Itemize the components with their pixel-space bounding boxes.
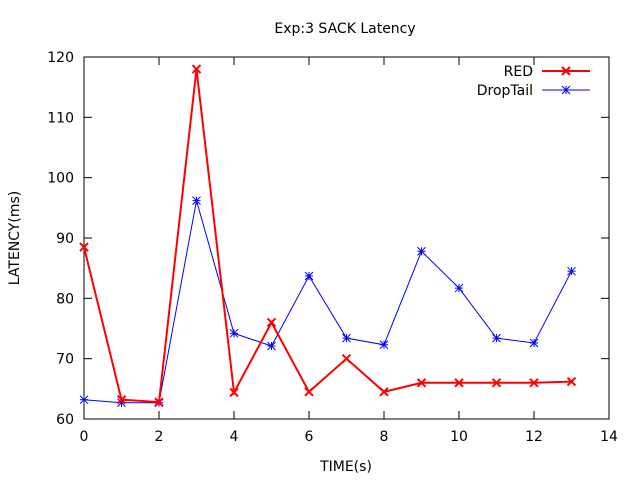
x-tick-label: 10 bbox=[450, 429, 468, 445]
y-axis-label: LATENCY(ms) bbox=[7, 191, 23, 285]
series-line-red bbox=[83, 68, 572, 404]
legend-marker-red bbox=[561, 66, 571, 76]
data-point-red bbox=[416, 378, 427, 388]
data-point-red bbox=[154, 397, 164, 407]
x-axis-label: TIME(s) bbox=[319, 459, 372, 475]
data-point-droptail bbox=[454, 283, 464, 293]
data-point-red bbox=[116, 394, 127, 405]
x-tick-label: 14 bbox=[600, 429, 618, 445]
y-tick-label: 90 bbox=[56, 231, 74, 247]
data-point-droptail bbox=[417, 246, 426, 256]
legend: RED DropTail bbox=[477, 64, 590, 99]
data-point-droptail bbox=[379, 340, 389, 350]
series-layer bbox=[79, 64, 577, 408]
y-tick-label: 60 bbox=[56, 412, 74, 428]
y-tick-label: 110 bbox=[47, 110, 74, 126]
data-point-droptail bbox=[342, 333, 351, 343]
plot-frame bbox=[83, 56, 610, 420]
legend-label-red: RED bbox=[504, 64, 533, 80]
data-point-red bbox=[266, 317, 277, 328]
x-tick-label: 4 bbox=[230, 429, 239, 445]
data-point-red bbox=[191, 64, 202, 74]
y-tick-label: 70 bbox=[56, 352, 74, 368]
data-point-red bbox=[341, 353, 352, 364]
y-tick-label: 120 bbox=[47, 50, 74, 66]
chart-title: Exp:3 SACK Latency bbox=[274, 21, 415, 37]
x-tick-label: 2 bbox=[155, 429, 164, 445]
legend-label-droptail: DropTail bbox=[477, 83, 533, 99]
data-point-droptail bbox=[304, 271, 314, 281]
y-tick-label: 100 bbox=[47, 171, 74, 187]
x-tick-label: 8 bbox=[380, 429, 389, 445]
data-point-red bbox=[79, 242, 89, 252]
y-tick-label: 80 bbox=[56, 291, 74, 307]
data-point-red bbox=[454, 378, 464, 388]
data-point-droptail bbox=[79, 395, 89, 405]
data-point-red bbox=[529, 378, 539, 388]
data-point-droptail bbox=[529, 338, 539, 348]
data-point-red bbox=[566, 376, 577, 387]
data-point-droptail bbox=[267, 341, 276, 351]
data-point-droptail bbox=[567, 266, 576, 276]
legend-marker-droptail bbox=[561, 85, 571, 95]
data-point-red bbox=[229, 387, 239, 398]
data-point-red bbox=[491, 378, 502, 388]
x-tick-label: 0 bbox=[80, 429, 89, 445]
x-tick-label: 12 bbox=[525, 429, 543, 445]
data-point-droptail bbox=[492, 333, 501, 343]
series-line-droptail bbox=[83, 200, 572, 404]
data-point-red bbox=[304, 387, 314, 397]
data-point-droptail bbox=[229, 328, 239, 338]
data-point-droptail bbox=[192, 196, 201, 205]
data-point-red bbox=[379, 387, 389, 397]
x-tick-label: 6 bbox=[305, 429, 314, 445]
